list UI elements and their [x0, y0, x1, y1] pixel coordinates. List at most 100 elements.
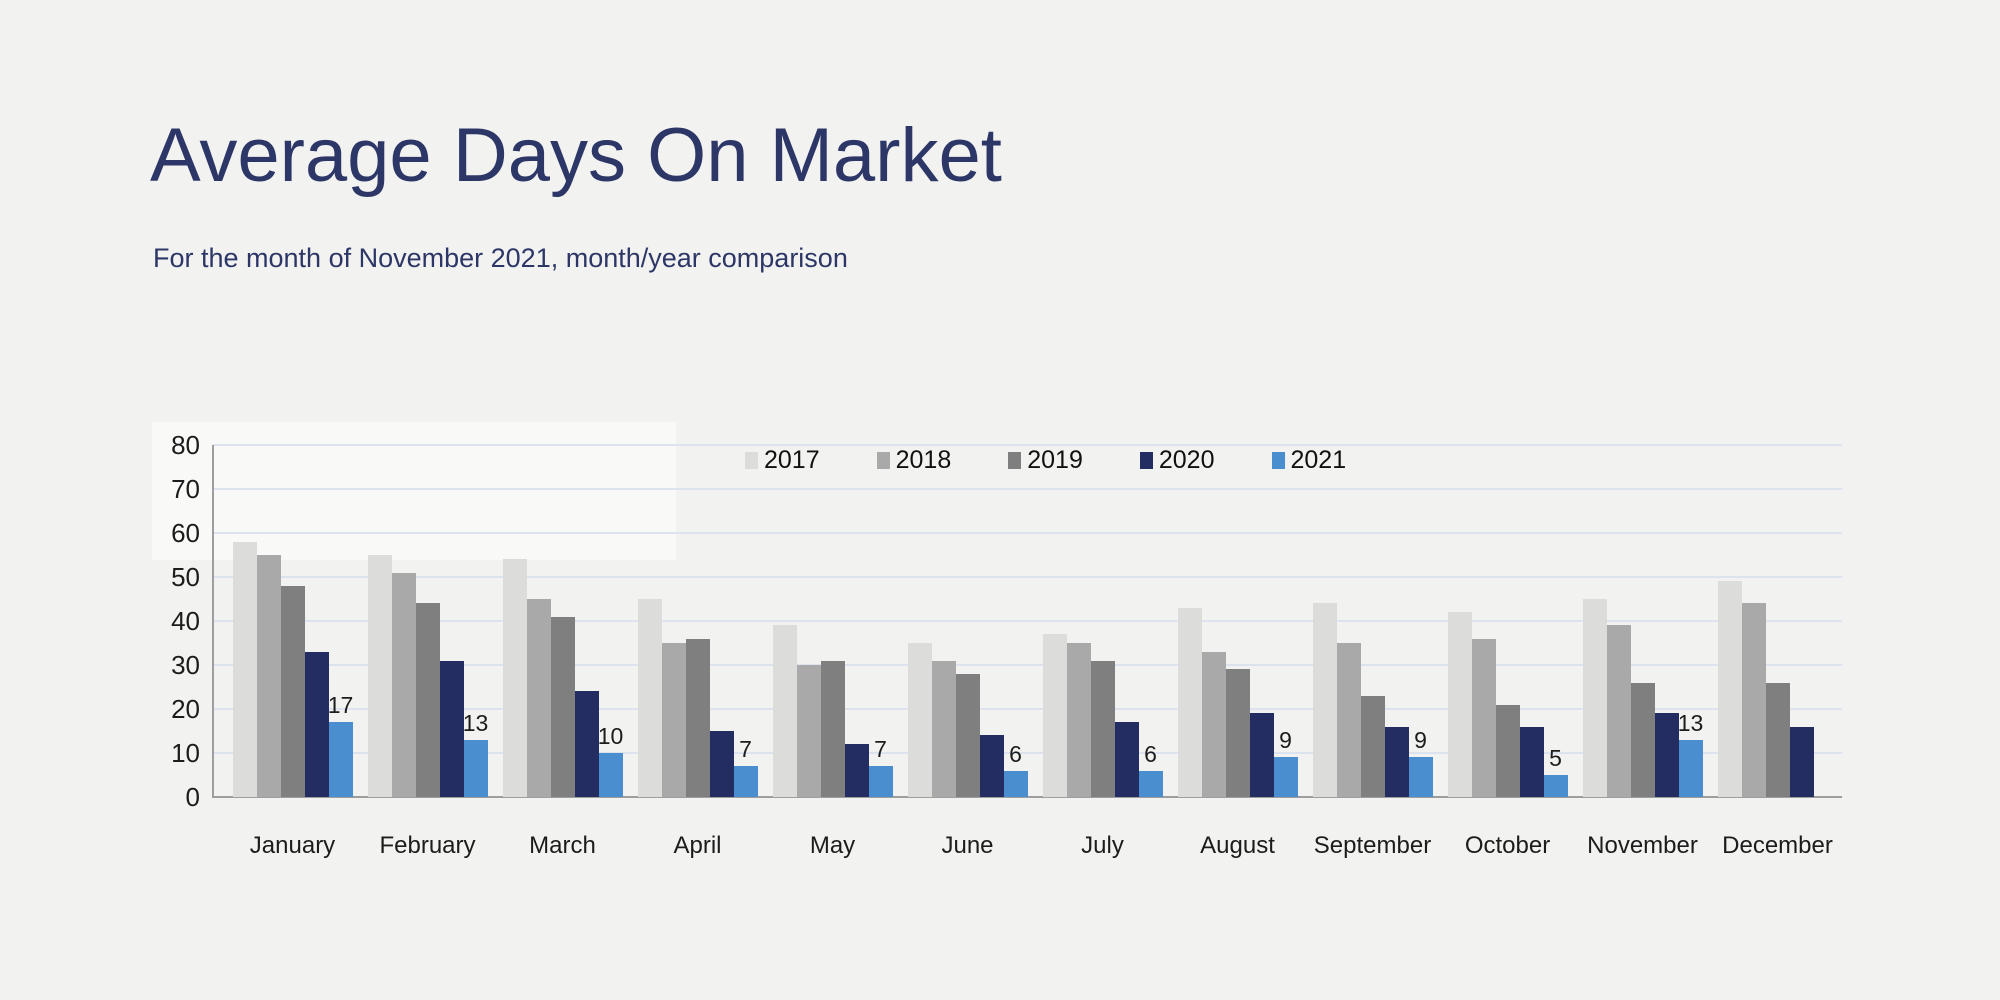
- decorative-panel: [152, 422, 676, 560]
- y-axis-tick-label: 10: [171, 738, 200, 768]
- gridline: [213, 664, 1842, 666]
- bar-2019-april: [685, 638, 710, 797]
- bar-2017-september: [1312, 603, 1337, 797]
- bar-2018-july: [1066, 643, 1091, 797]
- bar-2020-april: [709, 731, 734, 797]
- bar-2020-december: [1789, 726, 1814, 797]
- bar-2021-may: [868, 766, 893, 797]
- legend-item-2019: 2019: [1008, 446, 1083, 475]
- bar-2021-march: [598, 753, 623, 797]
- bar-2019-may: [820, 660, 845, 797]
- bar-2020-june: [979, 735, 1004, 797]
- gridline: [213, 576, 1842, 578]
- bar-2020-february: [439, 660, 464, 797]
- y-axis-tick-label: 70: [171, 474, 200, 504]
- y-axis-tick-label: 0: [185, 782, 200, 812]
- bar-2018-january: [256, 555, 281, 797]
- x-axis-label-june: June: [941, 832, 994, 859]
- y-axis-tick-label: 60: [171, 518, 200, 548]
- legend-label: 2018: [895, 446, 952, 474]
- bar-2019-january: [280, 585, 305, 797]
- legend-label: 2019: [1027, 446, 1083, 474]
- gridline: [213, 488, 1842, 490]
- bar-2018-august: [1201, 651, 1226, 797]
- gridline: [213, 708, 1842, 710]
- bar-2019-november: [1630, 682, 1655, 797]
- legend-swatch-icon: [1139, 452, 1153, 469]
- x-axis-label-may: May: [809, 832, 856, 859]
- page-subtitle: For the month of November 2021, month/ye…: [153, 243, 848, 273]
- page-title: Average Days On Market: [150, 113, 1002, 198]
- legend-label: 2020: [1158, 446, 1215, 474]
- bar-2020-march: [574, 691, 599, 797]
- bar-2017-june: [907, 643, 932, 797]
- legend-item-2018: 2018: [876, 446, 952, 475]
- bar-2017-april: [637, 599, 662, 797]
- bar-2018-april: [661, 643, 686, 797]
- data-label-july: 6: [1144, 740, 1157, 767]
- gridline: [213, 752, 1842, 754]
- bar-2020-july: [1114, 722, 1139, 797]
- bar-2017-may: [772, 625, 797, 797]
- bar-2021-july: [1138, 770, 1163, 797]
- data-label-october: 5: [1549, 745, 1562, 771]
- y-axis-tick-label: 40: [171, 606, 200, 636]
- bar-2020-october: [1519, 726, 1544, 797]
- bar-2017-december: [1717, 581, 1742, 797]
- bar-2018-february: [391, 572, 416, 797]
- data-label-november: 13: [1677, 709, 1704, 736]
- bar-2018-may: [796, 665, 821, 797]
- y-axis-tick-label: 30: [171, 650, 200, 680]
- bar-2020-january: [304, 651, 329, 797]
- bar-2019-february: [415, 603, 440, 797]
- bar-2019-july: [1090, 660, 1115, 797]
- x-axis-label-july: July: [1081, 832, 1124, 859]
- y-axis-tick-label: 50: [171, 562, 200, 592]
- x-axis-label-november: November: [1587, 832, 1698, 859]
- y-axis-line: [212, 445, 214, 797]
- bar-2021-september: [1408, 757, 1433, 797]
- bar-2021-february: [463, 739, 488, 797]
- x-axis-line: [212, 796, 1842, 798]
- bar-2019-september: [1360, 695, 1385, 797]
- bar-2021-november: [1678, 739, 1703, 797]
- bar-2017-february: [367, 555, 392, 797]
- data-label-april: 7: [739, 736, 752, 763]
- legend-item-2020: 2020: [1139, 446, 1215, 475]
- gridline: [213, 620, 1842, 622]
- data-label-march: 10: [597, 723, 624, 749]
- bar-2017-november: [1582, 599, 1607, 797]
- bar-2021-august: [1273, 757, 1298, 797]
- bar-2018-december: [1741, 603, 1766, 797]
- bar-2020-august: [1249, 713, 1274, 797]
- x-axis-label-october: October: [1464, 832, 1551, 859]
- legend-item-2017: 2017: [745, 446, 820, 475]
- legend-swatch-icon: [1008, 452, 1022, 469]
- x-axis-label-april: April: [673, 832, 722, 859]
- bar-2018-november: [1606, 625, 1631, 797]
- bar-2021-june: [1003, 770, 1028, 797]
- data-label-june: 6: [1009, 740, 1022, 767]
- data-label-february: 13: [462, 709, 489, 736]
- bar-2021-april: [733, 766, 758, 797]
- bar-2017-august: [1177, 607, 1202, 797]
- bar-2017-october: [1447, 612, 1472, 797]
- gridline: [213, 444, 1842, 446]
- data-label-may: 7: [874, 736, 887, 763]
- bar-2021-october: [1543, 775, 1568, 797]
- x-axis-label-december: December: [1722, 832, 1833, 859]
- bar-2020-may: [844, 744, 869, 797]
- bar-2019-june: [955, 673, 980, 797]
- legend-label: 2017: [764, 446, 820, 474]
- gridline: [213, 532, 1842, 534]
- y-axis-tick-label: 80: [171, 430, 200, 460]
- bar-2019-august: [1225, 669, 1250, 797]
- x-axis-label-september: September: [1313, 832, 1432, 859]
- legend-swatch-icon: [1271, 452, 1285, 469]
- data-label-september: 9: [1414, 727, 1427, 754]
- chart-legend: 2017 2018 2019 2020 2021: [745, 446, 1346, 475]
- bar-2019-december: [1765, 682, 1790, 797]
- x-axis-label-august: August: [1200, 832, 1275, 859]
